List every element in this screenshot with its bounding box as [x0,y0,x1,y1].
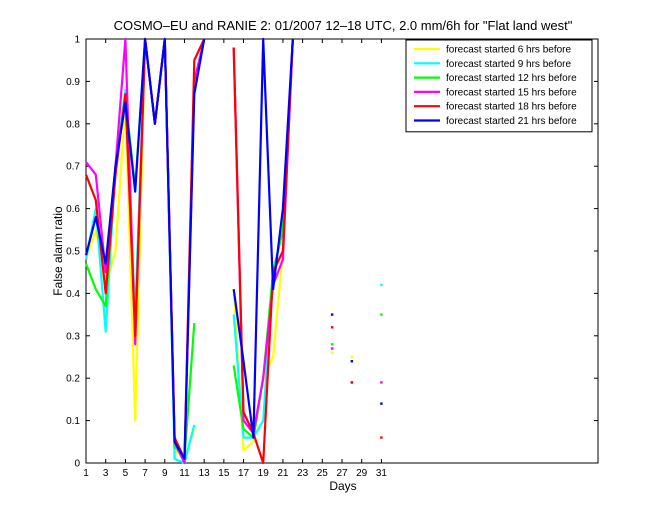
series-marker-5 [350,381,354,384]
y-tick-label: 0.7 [66,162,80,173]
x-tick-label: 15 [218,468,230,479]
x-tick-label: 3 [103,468,109,479]
y-tick-label: 0.9 [66,77,80,88]
x-tick-label: 23 [297,468,309,479]
legend-label-6: forecast started 21 hrs before [446,116,577,127]
series-marker-5 [380,436,383,439]
x-tick-label: 7 [142,468,148,479]
y-tick-label: 0.5 [66,247,80,258]
series-marker-1 [330,351,334,354]
y-tick-label: 0.2 [66,374,80,385]
series-marker-1 [350,355,354,359]
x-tick-label: 5 [123,468,129,479]
legend-label-3: forecast started 12 hrs before [446,73,577,84]
y-axis-label: False alarm ratio [51,206,65,296]
x-tick-label: 13 [199,468,211,479]
y-tick-label: 0.6 [66,204,80,215]
legend-label-2: forecast started 9 hrs before [446,59,572,70]
x-tick-label: 1 [83,468,89,479]
series-marker-6 [330,313,334,316]
series-marker-3 [330,343,334,346]
series-marker-4 [330,347,334,350]
x-tick-label: 17 [238,468,250,479]
plot-area: 1 3 5 7 9 11 13 15 17 19 21 23 25 27 29 3100.10.20.30.4… [66,35,599,479]
y-tick-label: 1 [74,35,80,46]
series-marker-6 [350,360,354,363]
series-marker-2 [380,283,383,287]
y-tick-label: 0.4 [66,289,80,300]
legend-box [405,39,593,133]
y-tick-label: 0.8 [66,119,80,130]
y-tick-label: 0.3 [66,331,80,342]
x-tick-label: 11 [179,468,190,479]
series-marker-4 [380,381,383,384]
legend-label-4: forecast started 15 hrs before [446,87,577,98]
x-tick-label: 29 [356,468,368,479]
series-marker-3 [380,313,383,316]
chart-title: COSMO–EU and RANIE 2: 01/2007 12–18 UTC,… [114,18,573,33]
legend-label-5: forecast started 18 hrs before [446,102,577,113]
x-tick-label: 19 [258,468,270,479]
x-tick-label: 31 [376,468,388,479]
y-tick-label: 0.1 [66,416,80,427]
series-marker-5 [330,326,334,329]
legend-label-1: forecast started 6 hrs before [446,45,572,56]
x-tick-label: 27 [336,468,348,479]
x-tick-label: 21 [277,468,289,479]
series-line-6 [84,37,294,460]
y-tick-label: 0 [74,459,80,470]
x-tick-label: 25 [317,468,329,479]
x-axis-label: Days [329,479,356,493]
x-tick-label: 9 [162,468,168,479]
series-marker-6 [380,402,383,405]
